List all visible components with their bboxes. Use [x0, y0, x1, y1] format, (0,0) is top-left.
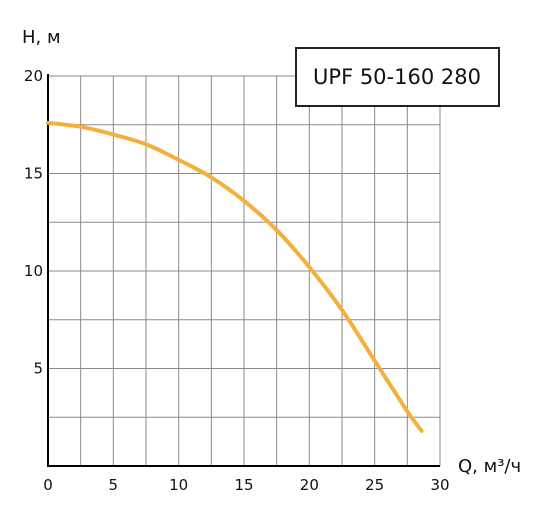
x-axis-title: Q, м³/ч [458, 456, 521, 477]
y-tick-label: 15 [24, 165, 43, 183]
series-lines [46, 120, 424, 433]
axes [47, 74, 440, 467]
y-axis-title: Н, м [22, 27, 61, 48]
legend-frame [295, 47, 500, 107]
y-tick-label: 20 [24, 67, 43, 85]
x-tick-label: 5 [109, 476, 119, 494]
x-tick-label: 20 [300, 476, 319, 494]
legend-box: UPF 50-160 280 [295, 47, 500, 107]
series-line-pump-curve [46, 120, 424, 433]
x-tick-label: 15 [234, 476, 253, 494]
y-tick-label: 10 [24, 262, 43, 280]
legend-label: UPF 50-160 280 [313, 65, 481, 89]
x-tick-label: 0 [43, 476, 53, 494]
x-tick-label: 25 [365, 476, 384, 494]
grid-lines [48, 75, 441, 466]
y-tick-label: 5 [33, 360, 43, 378]
x-tick-label: 30 [430, 476, 449, 494]
x-tick-label: 10 [169, 476, 188, 494]
tick-labels: 0 5 10 15 20 25 30 5 10 15 20 [24, 67, 450, 494]
